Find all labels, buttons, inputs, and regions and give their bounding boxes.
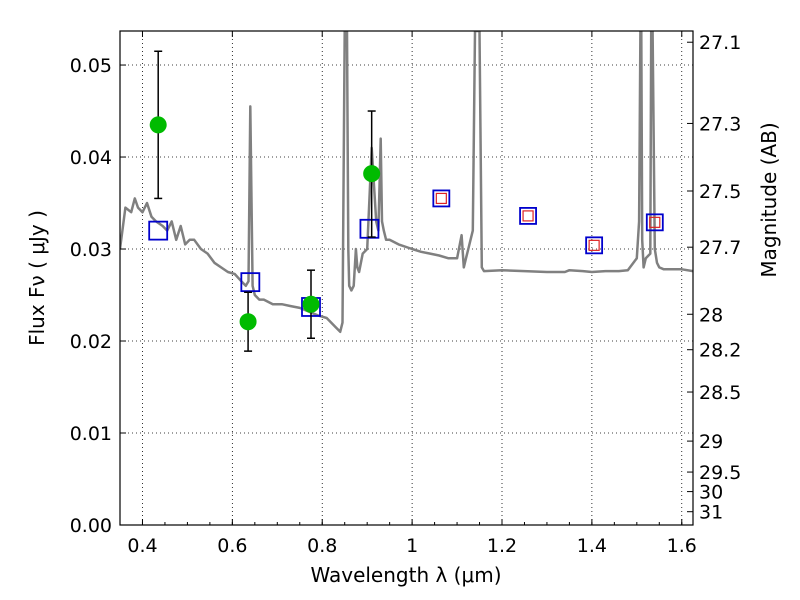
x-tick-label: 0.6: [217, 535, 247, 557]
x-tick-label: 1.2: [487, 535, 517, 557]
grid-layer: [120, 31, 693, 526]
y-tick-label: 0.04: [70, 147, 112, 169]
model-square-marker: [148, 220, 169, 241]
points-layer: [148, 50, 664, 352]
model-square-inner-marker: [588, 239, 600, 251]
model-square-outer-marker: [519, 207, 537, 225]
model-square-marker: [240, 272, 261, 293]
model-square-inner-marker: [649, 216, 661, 228]
model-spectrum-line: [120, 31, 693, 334]
model-square-inner-marker: [522, 210, 534, 222]
right-tick-label: 29.5: [699, 462, 741, 484]
right-tick-label: 28.5: [699, 382, 741, 404]
model-square-outer-marker: [585, 236, 604, 255]
model-square-inner-marker: [435, 192, 447, 205]
y-axis-title: Flux Fν ( μJy ): [25, 210, 49, 346]
observed-flux-point: [239, 313, 257, 331]
x-tick-label: 0.4: [127, 535, 157, 557]
y-tick-label: 0.02: [70, 331, 112, 353]
y-tick-label: 0.00: [70, 515, 112, 537]
right-tick-label: 27.3: [699, 113, 741, 135]
spectrum-layer: [120, 31, 693, 334]
right-tick-label: 31: [699, 502, 723, 524]
right-tick-label: 29: [699, 431, 723, 453]
y-tick-label: 0.01: [70, 423, 112, 445]
model-square-outer-marker: [432, 189, 451, 208]
observed-flux-point: [363, 165, 381, 183]
right-tick-label: 30: [699, 482, 723, 504]
y-tick-label: 0.03: [70, 239, 112, 261]
model-square-outer-marker: [645, 213, 664, 232]
right-axis-title: Magnitude (AB): [757, 122, 781, 277]
x-tick-label: 0.8: [307, 535, 337, 557]
right-tick-label: 27.1: [699, 32, 741, 54]
right-tick-label: 27.7: [699, 237, 741, 259]
right-tick-label: 28.2: [699, 340, 741, 362]
ticks-layer: 0.4 0.6 0.8 1 1.2 1.4 1.6 0.00 0.01 0.02 0.03 0.04 0…: [70, 31, 741, 557]
observed-flux-point: [149, 116, 167, 134]
x-axis-title: Wavelength λ (μm): [310, 563, 501, 587]
y-tick-label: 0.05: [70, 55, 112, 77]
x-tick-label: 1: [406, 535, 418, 557]
right-tick-label: 28: [699, 304, 723, 326]
observed-flux-point: [302, 295, 320, 313]
plot-frame: [119, 30, 694, 526]
x-tick-label: 1.6: [667, 535, 697, 557]
x-tick-label: 1.4: [577, 535, 607, 557]
right-tick-label: 27.5: [699, 181, 741, 203]
